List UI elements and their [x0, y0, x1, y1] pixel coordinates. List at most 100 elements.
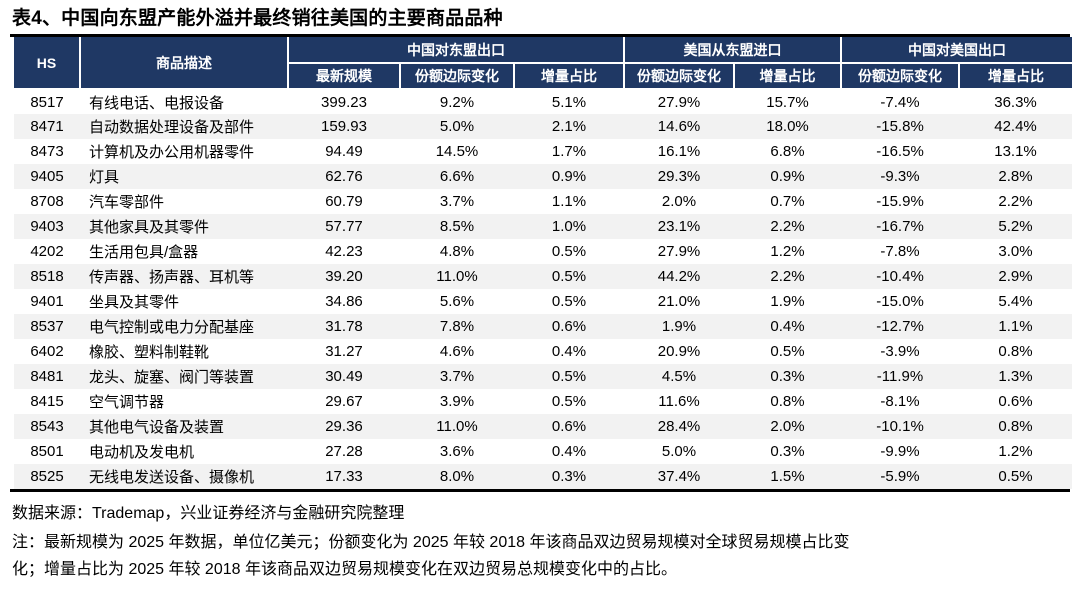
table-row: 9403 其他家具及其零件 57.77 8.5% 1.0% 23.1% 2.2% -16.7%…	[14, 214, 1073, 239]
table-bottom-rule	[10, 489, 1070, 492]
value-cell: 1.9%	[770, 293, 805, 310]
value-cell: 0.3%	[770, 443, 805, 460]
value-cell: 2.0%	[770, 418, 805, 435]
value-cell: 11.0%	[436, 268, 478, 285]
table-row: 8517 有线电话、电报设备 399.23 9.2% 5.1% 27.9% 15.7% -7.…	[14, 89, 1072, 114]
table-title: 表4、中国向东盟产能外溢并最终销往美国的主要商品品种	[12, 8, 503, 29]
hs-code-cell: 8501	[30, 443, 64, 460]
product-desc-cell: 其他电气设备及装置	[89, 419, 225, 436]
hs-code-cell: 4202	[30, 243, 64, 260]
value-cell: -10.1%	[876, 418, 924, 435]
value-cell: 3.7%	[439, 368, 475, 385]
value-cell: 0.5%	[998, 468, 1033, 485]
table-header: HS 商品描述 中国对东盟出口 美国从东盟进口 中国对美国出口 最新规模 份额边…	[14, 37, 1073, 90]
product-desc-cell: 计算机及办公用机器零件	[89, 144, 255, 161]
product-desc-cell: 坐具及其零件	[89, 294, 180, 311]
value-cell: 0.5%	[551, 393, 587, 410]
hs-code-cell: 9405	[30, 168, 64, 185]
subheader-share-marginal-change-2: 份额边际变化	[623, 62, 736, 90]
value-cell: 30.49	[325, 368, 363, 385]
report-table-page: 表4、中国向东盟产能外溢并最终销往美国的主要商品品种 HS 商品描述 中国对东盟…	[0, 7, 1080, 583]
value-cell: 0.4%	[770, 318, 805, 335]
value-cell: -11.9%	[876, 368, 924, 385]
value-cell: -15.9%	[876, 193, 924, 210]
value-cell: 1.1%	[998, 318, 1033, 335]
subheader-increment-share-1: 增量占比	[512, 62, 626, 90]
subheader-latest-scale: 最新规模	[288, 62, 401, 90]
value-cell: 1.2%	[770, 243, 805, 260]
value-cell: 3.6%	[439, 443, 475, 460]
header-group-row: HS 商品描述 中国对东盟出口 美国从东盟进口 中国对美国出口	[14, 37, 1073, 90]
value-cell: 31.27	[325, 343, 363, 360]
value-cell: 0.5%	[551, 293, 587, 310]
value-cell: 27.28	[325, 443, 363, 460]
subheader-share-marginal-change-1: 份额边际变化	[399, 62, 515, 90]
value-cell: -8.1%	[880, 393, 920, 410]
value-cell: 0.6%	[998, 393, 1033, 410]
product-desc-cell: 电动机及发电机	[89, 444, 195, 461]
value-cell: 11.6%	[658, 393, 700, 410]
header-sub-row: 最新规模 份额边际变化 增量占比 份额边际变化 增量占比 份额边际变化 增量占比	[14, 62, 1073, 90]
subheader-share-marginal-change-3: 份额边际变化	[840, 62, 961, 90]
value-cell: 1.5%	[770, 468, 805, 485]
value-cell: -5.9%	[880, 468, 920, 485]
value-cell: 0.8%	[998, 418, 1033, 435]
value-cell: 3.9%	[439, 393, 475, 410]
value-cell: 37.4%	[657, 468, 701, 485]
table-row: 8501 电动机及发电机 27.28 3.6% 0.4% 5.0% 0.3% -9.9% 1.2…	[14, 439, 1072, 464]
header-group-china-to-asean-export: 中国对东盟出口	[286, 37, 626, 64]
hs-code-cell: 9403	[30, 218, 64, 235]
table-row: 6402 橡胶、塑料制鞋靴 31.27 4.6% 0.4% 20.9% 0.5% -3.9% 0…	[14, 339, 1072, 364]
subheader-increment-share-2: 增量占比	[733, 62, 843, 90]
value-cell: 42.4%	[994, 118, 1037, 135]
value-cell: 4.6%	[439, 343, 475, 360]
value-cell: 2.9%	[998, 268, 1033, 285]
value-cell: 28.4%	[657, 418, 701, 435]
hs-code-cell: 8525	[30, 468, 64, 485]
product-desc-cell: 龙头、旋塞、阀门等装置	[89, 369, 255, 386]
value-cell: 5.6%	[439, 293, 475, 310]
value-cell: 17.33	[325, 468, 363, 485]
table-row: 8473 计算机及办公用机器零件 94.49 14.5% 1.7% 16.1% 6.8% -1…	[14, 139, 1072, 164]
table-row: 9401 坐具及其零件 34.86 5.6% 0.5% 21.0% 1.9% -15.0% 5.…	[14, 289, 1072, 314]
value-cell: 34.86	[325, 293, 363, 310]
hs-code-cell: 8415	[30, 393, 64, 410]
hs-code-cell: 8481	[30, 368, 64, 385]
value-cell: 2.0%	[661, 193, 697, 210]
table-row: 9405 灯具 62.76 6.6% 0.9% 29.3% 0.9% -9.3% 2.8%	[14, 164, 1073, 189]
table-body: 8517 有线电话、电报设备 399.23 9.2% 5.1% 27.9% 15.7% -7.…	[14, 89, 1073, 489]
value-cell: 4.5%	[661, 368, 697, 385]
table-row: 8415 空气调节器 29.67 3.9% 0.5% 11.6% 0.8% -8.1% 0.6%	[14, 389, 1072, 414]
value-cell: 0.9%	[770, 168, 805, 185]
header-group-us-from-asean-import: 美国从东盟进口	[623, 37, 843, 64]
value-cell: -15.8%	[876, 118, 924, 135]
hs-code-cell: 9401	[30, 293, 64, 310]
value-cell: 23.1%	[657, 218, 701, 235]
hs-code-cell: 8708	[30, 193, 64, 210]
value-cell: 3.0%	[998, 243, 1033, 260]
table-row: 8518 传声器、扬声器、耳机等 39.20 11.0% 0.5% 44.2% 2.2% -1…	[14, 264, 1073, 289]
value-cell: 5.2%	[998, 218, 1033, 235]
table-row: 8543 其他电气设备及装置 29.36 11.0% 0.6% 28.4% 2.0% -10.…	[14, 414, 1073, 439]
value-cell: 1.3%	[998, 368, 1033, 385]
value-cell: 0.5%	[551, 268, 587, 285]
table-row: 8525 无线电发送设备、摄像机 17.33 8.0% 0.3% 37.4% 1.5% -5.…	[14, 464, 1073, 489]
value-cell: 1.9%	[661, 318, 697, 335]
value-cell: 18.0%	[766, 118, 809, 135]
value-cell: 0.7%	[770, 193, 805, 210]
hs-code-cell: 8518	[30, 268, 64, 285]
value-cell: 94.49	[325, 143, 363, 160]
value-cell: -15.0%	[876, 293, 924, 310]
hs-code-cell: 6402	[30, 343, 64, 360]
value-cell: 0.8%	[770, 393, 805, 410]
value-cell: -9.3%	[880, 168, 920, 185]
value-cell: -16.5%	[876, 143, 924, 160]
value-cell: 2.1%	[551, 118, 587, 135]
value-cell: 31.78	[325, 318, 363, 335]
value-cell: 159.93	[321, 118, 367, 135]
value-cell: 2.8%	[998, 168, 1033, 185]
table-row: 8537 电气控制或电力分配基座 31.78 7.8% 0.6% 1.9% 0.4% -12.…	[14, 314, 1073, 339]
value-cell: 44.2%	[657, 268, 701, 285]
header-group-china-to-us-export: 中国对美国出口	[840, 37, 1073, 64]
value-cell: 14.5%	[435, 143, 479, 160]
